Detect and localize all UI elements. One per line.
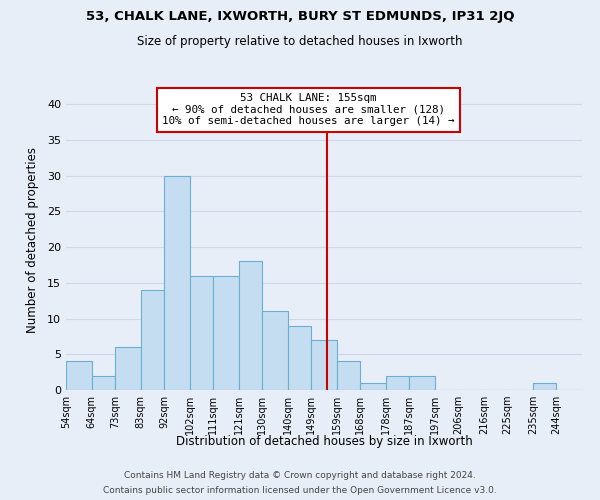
Bar: [164, 176, 190, 390]
Bar: [337, 362, 360, 390]
Bar: [190, 276, 213, 390]
Text: Size of property relative to detached houses in Ixworth: Size of property relative to detached ho…: [137, 35, 463, 48]
Bar: [262, 312, 288, 390]
Bar: [386, 376, 409, 390]
Bar: [288, 326, 311, 390]
Bar: [409, 376, 435, 390]
Bar: [311, 340, 337, 390]
Text: Contains HM Land Registry data © Crown copyright and database right 2024.: Contains HM Land Registry data © Crown c…: [124, 471, 476, 480]
Bar: [115, 347, 141, 390]
Bar: [533, 383, 556, 390]
Bar: [360, 383, 386, 390]
Bar: [66, 362, 92, 390]
Bar: [141, 290, 164, 390]
Bar: [213, 276, 239, 390]
Bar: [239, 262, 262, 390]
Y-axis label: Number of detached properties: Number of detached properties: [26, 147, 38, 333]
Text: Contains public sector information licensed under the Open Government Licence v3: Contains public sector information licen…: [103, 486, 497, 495]
Text: 53, CHALK LANE, IXWORTH, BURY ST EDMUNDS, IP31 2JQ: 53, CHALK LANE, IXWORTH, BURY ST EDMUNDS…: [86, 10, 514, 23]
Text: Distribution of detached houses by size in Ixworth: Distribution of detached houses by size …: [176, 435, 472, 448]
Bar: [92, 376, 115, 390]
Text: 53 CHALK LANE: 155sqm
← 90% of detached houses are smaller (128)
10% of semi-det: 53 CHALK LANE: 155sqm ← 90% of detached …: [162, 93, 455, 126]
